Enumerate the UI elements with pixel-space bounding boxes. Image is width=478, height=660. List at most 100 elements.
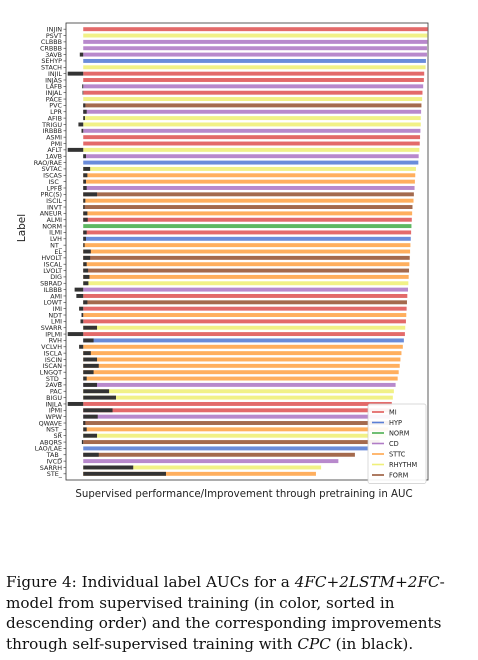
category-label: NT_ bbox=[50, 241, 63, 249]
supervised-bar bbox=[83, 78, 424, 82]
category-label: LOWT bbox=[43, 299, 62, 307]
supervised-bar bbox=[83, 217, 412, 222]
category-label: CRBBB bbox=[40, 45, 62, 53]
supervised-bar bbox=[83, 440, 380, 445]
improvement-bar bbox=[83, 363, 99, 368]
category-label: LMI bbox=[51, 318, 62, 326]
improvement-bar bbox=[83, 395, 116, 400]
improvement-bar bbox=[83, 198, 86, 203]
improvement-bar bbox=[81, 440, 84, 445]
supervised-bar bbox=[83, 281, 409, 286]
category-label: INJAS bbox=[45, 76, 62, 84]
supervised-bar bbox=[83, 224, 412, 229]
improvement-bar bbox=[83, 255, 91, 260]
x-axis-label: Supervised performance/Improvement throu… bbox=[75, 489, 412, 500]
category-label: INJAL bbox=[46, 89, 63, 97]
category-label: BIGU bbox=[46, 394, 62, 402]
category-label: SBRAD bbox=[40, 280, 62, 288]
supervised-bar bbox=[83, 268, 410, 273]
supervised-bar bbox=[83, 395, 393, 400]
category-label: QWAVE bbox=[39, 419, 62, 427]
supervised-bar bbox=[83, 46, 427, 51]
y-axis-label: Label bbox=[16, 214, 28, 242]
supervised-bar bbox=[83, 255, 410, 260]
category-label: PACE bbox=[46, 95, 62, 103]
category-label: LNGQT bbox=[40, 368, 62, 376]
improvement-bar bbox=[83, 179, 86, 184]
improvement-bar bbox=[83, 370, 94, 375]
improvement-bar bbox=[83, 154, 86, 159]
category-label: ASMI bbox=[46, 133, 62, 141]
improvement-bar bbox=[67, 71, 84, 76]
category-label: PMI bbox=[51, 140, 62, 148]
supervised-bar bbox=[83, 370, 399, 375]
supervised-bar bbox=[83, 135, 421, 140]
category-label: 2AVB bbox=[45, 381, 62, 389]
category-label: ISCIN bbox=[45, 356, 62, 364]
caption-text-1: Individual label AUCs for a bbox=[76, 573, 295, 591]
supervised-bar bbox=[83, 249, 411, 254]
category-label: EL bbox=[54, 248, 62, 256]
category-label: ISCAS bbox=[43, 172, 62, 180]
legend-label: HYP bbox=[389, 419, 402, 427]
category-label: STD_ bbox=[46, 375, 63, 383]
category-label: STE_ bbox=[47, 470, 63, 478]
legend: MI HYP NORM CD STTC RHYTHM FORM bbox=[367, 403, 427, 484]
supervised-bar bbox=[83, 198, 414, 203]
improvement-bar bbox=[83, 192, 98, 197]
supervised-bar bbox=[83, 33, 428, 38]
improvement-bar bbox=[83, 351, 91, 356]
category-ticks: INJINPSVTCLBBBCRBBB3AVBSEHYPSTACHINJILIN… bbox=[34, 25, 66, 478]
category-label: 1AVB bbox=[45, 153, 62, 161]
category-label: IVCD bbox=[46, 457, 62, 465]
category-label: ILMI bbox=[49, 229, 62, 237]
supervised-bar bbox=[83, 243, 411, 248]
supervised-bar bbox=[83, 351, 402, 356]
supervised-bar bbox=[83, 293, 408, 298]
category-label: INJIN bbox=[47, 25, 62, 33]
improvement-bar bbox=[83, 116, 85, 121]
method-name: CPC bbox=[297, 634, 331, 653]
category-label: SVTAC bbox=[41, 165, 62, 173]
supervised-bar bbox=[83, 58, 426, 63]
supervised-bar bbox=[83, 452, 355, 457]
category-label: ILBBB bbox=[43, 286, 62, 294]
improvement-bar bbox=[83, 421, 86, 425]
supervised-bar bbox=[83, 52, 427, 57]
supervised-bar bbox=[83, 116, 421, 121]
category-label: NORM bbox=[42, 222, 62, 230]
improvement-bar bbox=[83, 452, 99, 457]
supervised-bar bbox=[83, 313, 407, 317]
category-label: WPW bbox=[46, 413, 63, 421]
supervised-bar bbox=[83, 128, 421, 133]
supervised-bar bbox=[83, 414, 391, 419]
category-label: LPFB bbox=[47, 184, 62, 192]
supervised-bar bbox=[83, 211, 413, 216]
improvement-bar bbox=[74, 287, 84, 292]
supervised-bar bbox=[83, 433, 386, 438]
category-label: ISCAL bbox=[44, 261, 63, 269]
supervised-bar bbox=[83, 186, 415, 190]
supervised-bar bbox=[83, 306, 407, 311]
category-label: VCLVH bbox=[41, 343, 62, 351]
improvement-bar bbox=[76, 293, 84, 298]
category-label: PVC bbox=[49, 102, 62, 110]
bars-group bbox=[67, 27, 428, 476]
category-label: INJIL bbox=[48, 70, 62, 78]
category-label: AFIB bbox=[48, 114, 62, 122]
category-label: 3AVB bbox=[45, 51, 62, 59]
caption-text-3: (in black). bbox=[330, 634, 414, 653]
category-label: IMI bbox=[53, 305, 62, 313]
supervised-bar bbox=[83, 389, 394, 394]
category-label: PAC bbox=[50, 388, 63, 396]
supervised-bar bbox=[83, 363, 400, 368]
supervised-bar bbox=[83, 459, 339, 464]
supervised-bar bbox=[83, 325, 406, 330]
improvement-bar bbox=[83, 376, 87, 381]
improvement-bar bbox=[83, 262, 87, 267]
supervised-bar bbox=[83, 427, 389, 432]
legend-box bbox=[367, 403, 427, 484]
improvement-bar bbox=[83, 249, 91, 254]
improvement-bar bbox=[81, 128, 84, 133]
supervised-bar bbox=[83, 287, 409, 292]
